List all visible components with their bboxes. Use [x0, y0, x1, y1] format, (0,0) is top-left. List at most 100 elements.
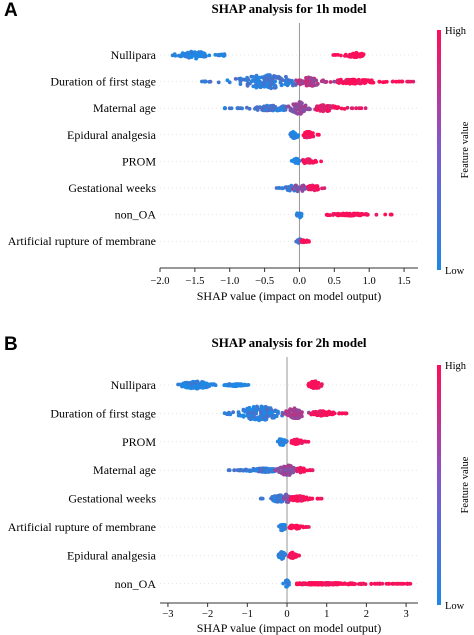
- shap-point: [349, 106, 354, 111]
- feature-label: non_OA: [115, 208, 157, 222]
- shap-point: [269, 86, 273, 91]
- shap-point: [268, 406, 273, 411]
- feature-label: Artificial rupture of membrane: [8, 520, 156, 534]
- shap-point: [242, 468, 247, 472]
- shap-point: [344, 81, 348, 86]
- shap-point: [178, 382, 183, 387]
- shap-point: [295, 582, 299, 587]
- shap-point: [245, 83, 250, 88]
- shap-point: [273, 468, 278, 473]
- shap-point: [298, 496, 303, 501]
- shap-point: [398, 581, 403, 586]
- x-tick-label: 0.5: [328, 276, 341, 287]
- shap-point: [260, 107, 265, 111]
- feature-row: Duration of first stage: [50, 404, 418, 423]
- shap-point: [289, 526, 294, 531]
- shap-point: [302, 469, 307, 474]
- x-tick-label: −1.0: [220, 276, 239, 287]
- shap-point: [223, 106, 227, 111]
- shap-point: [380, 581, 385, 586]
- shap-point: [251, 84, 256, 89]
- shap-point: [390, 581, 395, 586]
- shap-point: [397, 79, 401, 84]
- shap-point: [238, 82, 243, 86]
- shap-point: [227, 383, 232, 387]
- shap-point: [270, 415, 275, 420]
- shap-point: [305, 157, 310, 162]
- x-tick-label: −0.5: [255, 276, 274, 287]
- shap-point: [312, 385, 317, 390]
- shap-point: [346, 581, 351, 586]
- shap-point: [298, 110, 303, 115]
- shap-point: [343, 582, 348, 586]
- shap-point: [345, 213, 349, 218]
- x-tick-label: 1.0: [363, 276, 376, 287]
- shap-point: [276, 107, 280, 111]
- shap-point: [277, 186, 282, 190]
- shap-point: [291, 102, 296, 107]
- shap-point: [233, 77, 238, 81]
- shap-point: [371, 80, 376, 85]
- shap-point: [282, 438, 286, 442]
- x-tick-label: −1: [242, 609, 253, 620]
- shap-point: [311, 80, 315, 85]
- chart-title: SHAP analysis for 2h model: [211, 335, 366, 350]
- shap-point: [328, 80, 333, 84]
- shap-point: [247, 416, 252, 421]
- feature-label: Maternal age: [93, 101, 156, 115]
- shap-point: [408, 79, 413, 84]
- shap-point: [258, 469, 263, 474]
- shap-point: [316, 385, 321, 390]
- shap-point: [335, 79, 340, 84]
- feature-row: Epidural analgesia: [67, 548, 418, 562]
- shap-point: [390, 79, 395, 84]
- feature-label: PROM: [122, 154, 156, 168]
- shap-point: [194, 385, 199, 390]
- shap-point: [286, 82, 291, 86]
- shap-point: [208, 79, 213, 84]
- shap-point: [309, 582, 314, 587]
- shap-point: [216, 80, 221, 85]
- shap-point: [260, 405, 265, 410]
- feature-row: non_OA: [115, 208, 418, 222]
- shap-point: [268, 411, 272, 416]
- shap-point: [363, 79, 368, 83]
- shap-point: [292, 524, 296, 529]
- shap-point: [285, 467, 290, 471]
- shap-point: [377, 79, 382, 84]
- feature-label: Epidural analgesia: [67, 548, 157, 562]
- shap-point: [317, 581, 322, 586]
- shap-point: [241, 408, 246, 413]
- shap-point: [250, 78, 255, 83]
- shap-point: [237, 411, 241, 416]
- shap-point: [207, 383, 212, 388]
- shap-point: [297, 553, 301, 558]
- shap-point: [226, 412, 231, 417]
- shap-point: [254, 411, 259, 416]
- shap-point: [360, 78, 365, 82]
- shap-point: [335, 213, 340, 217]
- shap-point: [303, 104, 308, 108]
- shap-point: [265, 77, 269, 82]
- shap-point: [394, 79, 399, 84]
- shap-point: [259, 410, 263, 415]
- shap-point: [180, 51, 185, 56]
- shap-point: [306, 129, 311, 134]
- shap-point: [382, 80, 387, 84]
- shap-point: [351, 213, 356, 218]
- shap-point: [328, 106, 333, 110]
- shap-point: [221, 54, 226, 58]
- shap-point: [360, 53, 365, 57]
- shap-point: [288, 132, 293, 137]
- shap-point: [337, 581, 342, 586]
- shap-point: [301, 582, 306, 587]
- shap-point: [285, 494, 290, 499]
- colorbar-high-label: High: [445, 361, 467, 372]
- x-tick-label: 2: [364, 609, 369, 620]
- shap-point: [273, 79, 278, 84]
- feature-row: Nullipara: [111, 48, 418, 62]
- shap-point: [183, 384, 188, 389]
- shap-point: [300, 414, 304, 419]
- shap-point: [304, 525, 309, 529]
- shap-point: [270, 78, 274, 83]
